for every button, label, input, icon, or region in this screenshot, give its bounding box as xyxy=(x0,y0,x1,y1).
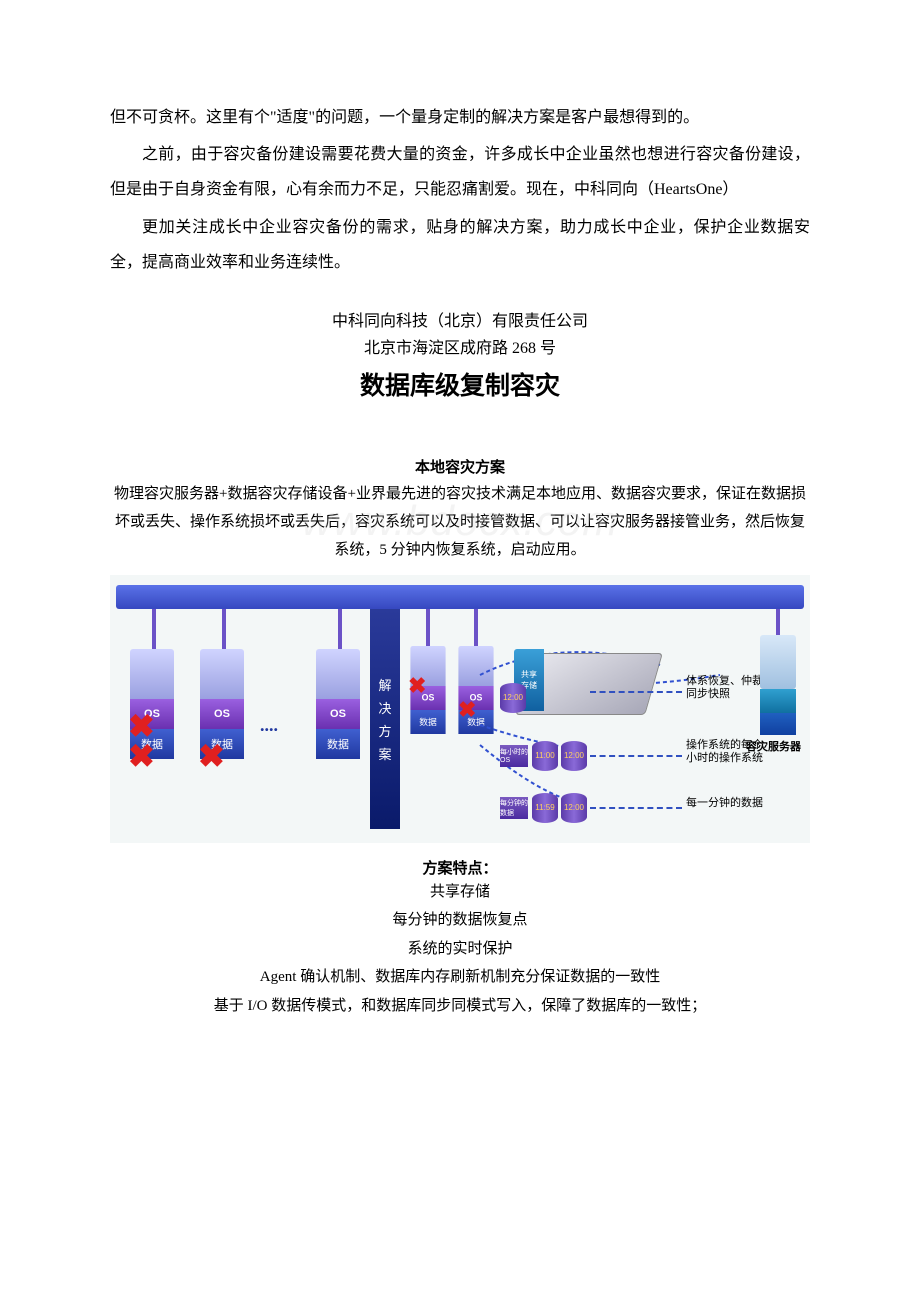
snapshot-cyls: 12:00 xyxy=(500,683,526,713)
feature-item: 基于 I/O 数据传模式，和数据库同步同模式写入，保障了数据库的一致性； xyxy=(110,992,810,1021)
cylinder: 12:00 xyxy=(500,683,526,713)
paragraph-3: 更加关注成长中企业容灾备份的需求，贴身的解决方案，助力成长中企业，保护企业数据安… xyxy=(110,210,810,280)
cylinder: 11:00 xyxy=(532,741,558,771)
section-title: 数据库级复制容灾 xyxy=(110,366,810,402)
description-text: 物理容灾服务器+数据容灾存储设备+业界最先进的容灾技术满足本地应用、数据容灾要求… xyxy=(114,486,806,558)
dr-server xyxy=(760,635,796,735)
x-icon-3: ✖ xyxy=(198,737,225,775)
company-block: 中科同向科技（北京）有限责任公司 北京市海淀区成府路 268 号 xyxy=(110,308,810,362)
vline-1 xyxy=(152,609,156,649)
dash-3 xyxy=(590,807,682,809)
paragraph-1: 但不可贪杯。这里有个"适度"的问题，一个量身定制的解决方案是客户最想得到的。 xyxy=(110,100,810,135)
description: 物理容灾服务器+数据容灾存储设备+业界最先进的容灾技术满足本地应用、数据容灾要求… xyxy=(110,481,810,564)
server-data: 数据 xyxy=(316,729,360,759)
company-address: 北京市海淀区成府路 268 号 xyxy=(110,335,810,362)
hourly-cyls: 11:00 12:00 xyxy=(532,741,587,771)
dr-server-label: 容灾服务器 xyxy=(746,741,801,754)
solution-char2: 决 xyxy=(378,698,391,717)
dr-server-mid xyxy=(760,689,796,713)
feature-item: 共享存储 xyxy=(110,878,810,907)
server-top xyxy=(316,649,360,699)
dr-server-top xyxy=(760,635,796,689)
features-title: 方案特点： xyxy=(110,857,810,878)
feature-item: 系统的实时保护 xyxy=(110,935,810,964)
solution-bar: 解 决 方 案 xyxy=(370,609,400,829)
dash-1 xyxy=(590,691,682,693)
server-os: OS xyxy=(200,699,244,729)
dash-2 xyxy=(590,755,682,757)
feature-item: Agent 确认机制、数据库内存刷新机制充分保证数据的一致性 xyxy=(110,963,810,992)
feature-item: 每分钟的数据恢复点 xyxy=(110,906,810,935)
architecture-diagram: OS 数据 ✖ ✖ OS 数据 ✖ .... OS 数据 解 决 方 案 OS … xyxy=(110,575,810,843)
x-icon-2: ✖ xyxy=(128,737,155,775)
minute-data-label: 每分钟的数据 xyxy=(500,797,528,819)
hourly-os-label: 每小时的OS xyxy=(500,745,528,767)
ellipsis: .... xyxy=(260,715,278,736)
solution-char1: 解 xyxy=(378,675,391,694)
label-datarec: 每一分钟的数据 xyxy=(686,797,768,810)
sub-heading: 本地容灾方案 xyxy=(110,456,810,477)
storage-text: 共享 xyxy=(521,669,537,680)
cylinder: 12:00 xyxy=(561,741,587,771)
network-bar xyxy=(116,585,804,609)
minute-cyls: 11:59 12:00 xyxy=(532,793,587,823)
server-top xyxy=(130,649,174,699)
solution-char4: 案 xyxy=(378,744,391,763)
company-name: 中科同向科技（北京）有限责任公司 xyxy=(110,308,810,335)
paragraph-2: 之前，由于容灾备份建设需要花费大量的资金，许多成长中企业虽然也想进行容灾备份建设… xyxy=(110,137,810,207)
solution-char3: 方 xyxy=(378,721,391,740)
vline-2 xyxy=(222,609,226,649)
label-sync: 体系恢复、仲裁同步快照 xyxy=(686,675,768,701)
server-os: OS xyxy=(316,699,360,729)
dr-server-bot xyxy=(760,713,796,735)
server-3: OS 数据 xyxy=(316,649,360,759)
cylinder: 11:59 xyxy=(532,793,558,823)
cylinder: 12:00 xyxy=(561,793,587,823)
server-top xyxy=(200,649,244,699)
vline-3 xyxy=(338,609,342,649)
features-list: 共享存储 每分钟的数据恢复点 系统的实时保护 Agent 确认机制、数据库内存刷… xyxy=(110,878,810,1021)
